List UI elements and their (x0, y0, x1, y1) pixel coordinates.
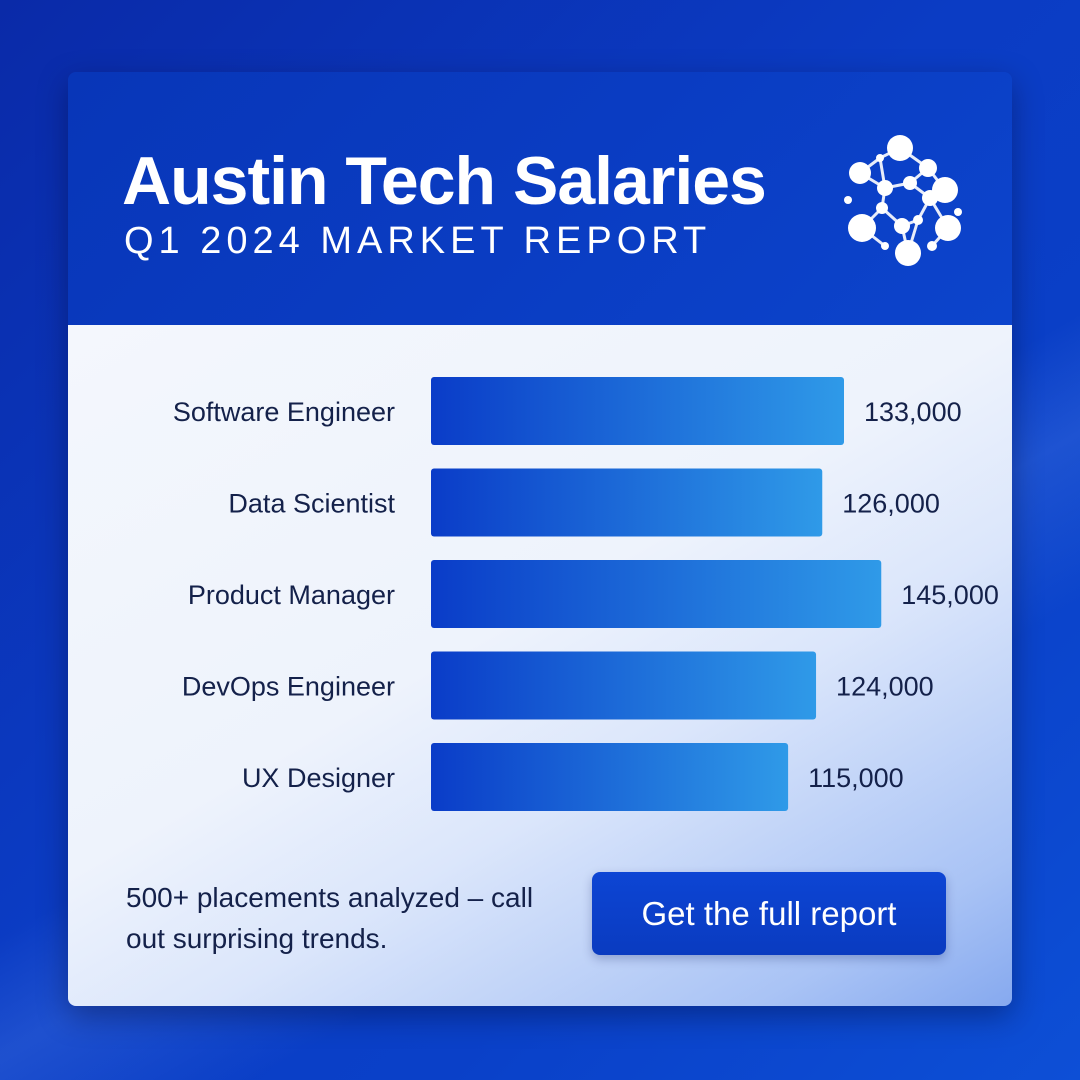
get-full-report-button[interactable]: Get the full report (592, 872, 946, 955)
report-card: Austin Tech Salaries Q1 2024 MARKET REPO… (68, 72, 1012, 1006)
network-nodes-icon (844, 135, 962, 266)
bar-data-scientist (431, 468, 823, 537)
value-label-ux-designer: 115,000 (808, 763, 904, 793)
page-title: Austin Tech Salaries (122, 143, 767, 219)
value-label-software-engineer: 133,000 (864, 397, 962, 427)
card-header: Austin Tech Salaries Q1 2024 MARKET REPO… (68, 72, 1012, 325)
category-label-ux-designer: UX Designer (242, 763, 395, 793)
bar-devops-engineer (431, 651, 817, 720)
page-subtitle: Q1 2024 MARKET REPORT (124, 220, 712, 262)
category-label-devops-engineer: DevOps Engineer (182, 672, 395, 702)
category-label-product-manager: Product Manager (188, 580, 395, 610)
category-label-data-scientist: Data Scientist (228, 489, 395, 519)
value-label-devops-engineer: 124,000 (836, 672, 934, 702)
salary-bar-chart: Software Engineer 133,000 Data Scientist 12… (173, 377, 999, 811)
value-label-data-scientist: 126,000 (842, 489, 940, 519)
category-label-software-engineer: Software Engineer (173, 397, 395, 427)
value-label-product-manager: 145,000 (901, 580, 999, 610)
bar-ux-designer (431, 743, 789, 811)
card-body: Software Engineer 133,000 Data Scientist 12… (68, 325, 1012, 1006)
placements-note: 500+ placements analyzed – call out surp… (126, 882, 534, 954)
bar-software-engineer (431, 377, 844, 445)
bar-product-manager (431, 560, 882, 628)
